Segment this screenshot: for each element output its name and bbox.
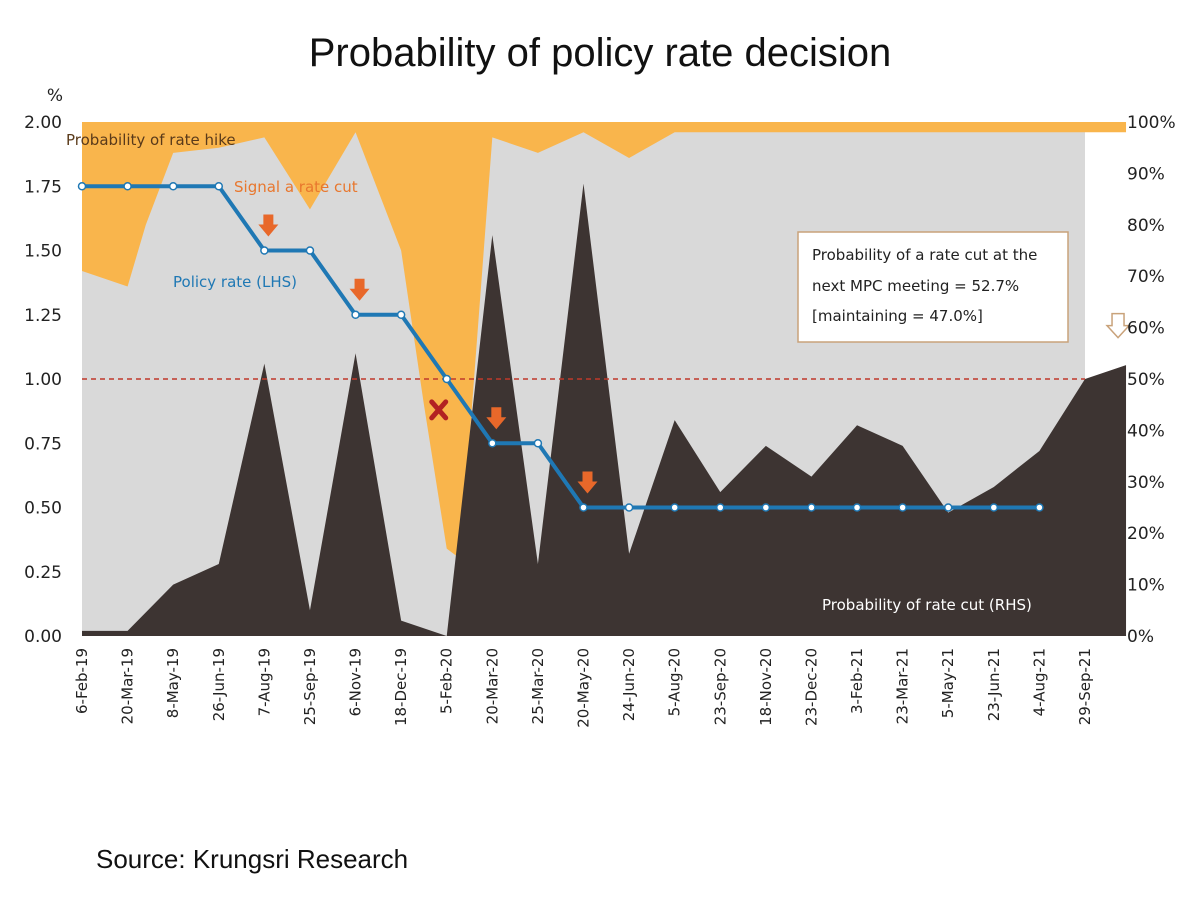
x-tick-label: 23-Dec-20 — [802, 648, 820, 726]
x-tick-label: 24-Jun-20 — [620, 648, 638, 721]
callout-line-3: [maintaining = 47.0%] — [812, 307, 983, 325]
policy-rate-point — [214, 182, 224, 191]
left-tick-label: 1.25 — [24, 306, 62, 326]
policy-rate-point — [716, 503, 725, 512]
right-tick-label: 80% — [1127, 216, 1165, 236]
callout-box: Probability of a rate cut at the next MP… — [797, 231, 1069, 343]
policy-rate-point — [1035, 503, 1044, 512]
left-tick-label: 1.75 — [24, 177, 62, 197]
right-tick-label: 30% — [1127, 473, 1165, 493]
rate-cut-arrow-icon — [486, 407, 507, 430]
plot-area — [77, 122, 1131, 636]
policy-rate-point — [351, 310, 360, 319]
x-tick-label: 20-May-20 — [575, 648, 593, 728]
left-tick-label: 1.00 — [24, 370, 62, 390]
x-tick-label: 5-May-21 — [939, 648, 957, 718]
policy-rate-point — [852, 503, 862, 512]
x-tick-label: 23-Mar-21 — [894, 648, 912, 724]
series-labels: Probability of rate hike Signal a rate c… — [66, 131, 1032, 614]
policy-rate-point — [488, 439, 497, 448]
left-tick-label: 2.00 — [24, 113, 62, 133]
policy-rate-point — [123, 182, 132, 191]
missed-cut-x-icon — [429, 399, 449, 421]
axes: % 0.00 0.25 0.50 0.75 1.00 1.25 1.50 1.75 2.00 0… — [24, 86, 1175, 728]
policy-rate-point — [533, 439, 543, 448]
policy-rate-point — [305, 246, 315, 255]
right-tick-label: 90% — [1127, 164, 1165, 184]
x-tick-label: 5-Aug-20 — [666, 648, 684, 716]
left-tick-label: 1.50 — [24, 242, 62, 262]
policy-rate-points — [77, 182, 1044, 512]
rate-cut-arrow-icon — [258, 214, 279, 237]
label-rate-cut: Probability of rate cut (RHS) — [822, 596, 1032, 614]
left-axis-ticks: 0.00 0.25 0.50 0.75 1.00 1.25 1.50 1.75 2.00 — [24, 113, 62, 647]
right-tick-label: 20% — [1127, 524, 1165, 544]
x-tick-label: 20-Mar-20 — [483, 648, 501, 724]
policy-rate-point — [670, 503, 679, 512]
x-tick-label: 29-Sep-21 — [1076, 648, 1094, 725]
left-tick-label: 0.25 — [24, 563, 62, 583]
rate-cut-arrow-icon — [349, 278, 370, 301]
right-tick-label: 0% — [1127, 627, 1154, 647]
x-tick-label: 23-Jun-21 — [985, 648, 1003, 721]
policy-rate-point — [260, 246, 269, 255]
callout-pointer-icon — [1105, 312, 1131, 339]
policy-rate-point — [898, 503, 907, 512]
x-tick-label: 20-Mar-19 — [119, 648, 137, 724]
label-rate-hike: Probability of rate hike — [66, 131, 236, 149]
x-tick-label: 25-Sep-19 — [301, 648, 319, 725]
policy-rate-point — [807, 503, 816, 512]
x-tick-label: 5-Feb-20 — [438, 648, 456, 714]
x-tick-label: 23-Sep-20 — [711, 648, 729, 725]
policy-rate-point — [624, 503, 634, 512]
right-tick-label: 50% — [1127, 370, 1165, 390]
right-axis-ticks: 0% 10% 20% 30% 40% 50% 60% 70% 80% 90% 100% — [1127, 113, 1176, 647]
right-tick-label: 60% — [1127, 319, 1165, 339]
left-tick-label: 0.50 — [24, 499, 62, 519]
label-signal-rate-cut: Signal a rate cut — [234, 178, 358, 196]
chart-title: Probability of policy rate decision — [309, 31, 892, 75]
x-tick-label: 3-Feb-21 — [848, 648, 866, 714]
rate-cut-arrow-icon — [577, 471, 598, 494]
right-tick-label: 40% — [1127, 421, 1165, 441]
x-tick-label: 6-Feb-19 — [73, 648, 91, 714]
x-tick-label: 18-Dec-19 — [392, 648, 410, 726]
x-tick-label: 6-Nov-19 — [347, 648, 365, 716]
left-tick-label: 0.75 — [24, 434, 62, 454]
policy-rate-point — [442, 374, 451, 384]
x-tick-label: 25-Mar-20 — [529, 648, 547, 724]
x-tick-label: 7-Aug-19 — [255, 648, 273, 716]
callout-line-2: next MPC meeting = 52.7% — [812, 277, 1019, 295]
source-note: Source: Krungsri Research — [96, 844, 408, 874]
left-axis-unit: % — [47, 86, 63, 106]
policy-rate-point — [396, 310, 406, 319]
policy-rate-line — [82, 184, 1040, 510]
policy-rate-point — [943, 503, 953, 512]
x-tick-label: 26-Jun-19 — [210, 648, 228, 721]
right-tick-label: 10% — [1127, 576, 1165, 596]
callout-background — [797, 231, 1069, 343]
x-tick-label: 8-May-19 — [164, 648, 182, 718]
policy-rate-point — [989, 503, 999, 512]
policy-rate-point — [761, 503, 771, 512]
policy-rate-point — [168, 182, 178, 191]
rate-cut-area — [82, 183, 1127, 636]
x-axis-ticks: 6-Feb-19 20-Mar-19 8-May-19 26-Jun-19 7-Aug-… — [73, 648, 1094, 728]
x-tick-label: 18-Nov-20 — [757, 648, 775, 726]
policy-rate-point — [579, 503, 588, 512]
decision-markers — [258, 214, 1131, 494]
right-tick-label: 70% — [1127, 267, 1165, 287]
label-policy-rate: Policy rate (LHS) — [173, 273, 297, 291]
x-tick-label: 4-Aug-21 — [1030, 648, 1048, 716]
policy-rate-point — [77, 182, 87, 191]
right-tick-label: 100% — [1127, 113, 1176, 133]
callout-line-1: Probability of a rate cut at the — [812, 246, 1037, 264]
left-tick-label: 0.00 — [24, 627, 62, 647]
